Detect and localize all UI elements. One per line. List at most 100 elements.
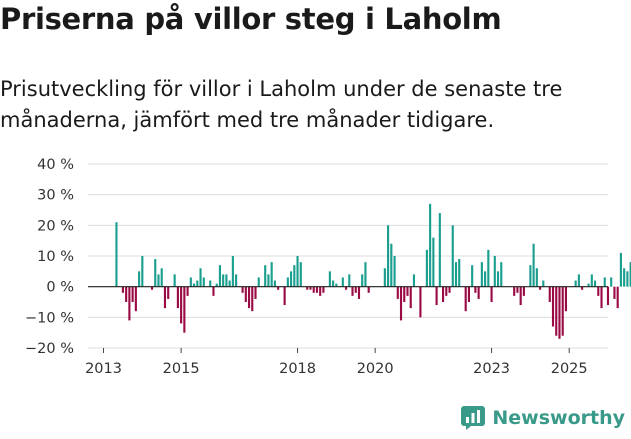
- bar: [532, 243, 535, 287]
- bar: [522, 286, 525, 296]
- bar: [487, 249, 490, 287]
- bar: [581, 286, 584, 290]
- bar: [610, 277, 613, 287]
- bar-chart: −20 % −10 % 0 % 10 % 20 % 30 % 40 % 2013 2015 201…: [25, 157, 631, 377]
- bar: [228, 280, 231, 287]
- bar: [157, 274, 160, 287]
- bar: [296, 256, 299, 287]
- bar: [516, 286, 519, 293]
- y-tick-label: 40 %: [37, 157, 74, 173]
- bar: [387, 225, 390, 287]
- bar: [383, 268, 386, 287]
- bar: [464, 286, 467, 312]
- bar: [432, 237, 435, 287]
- bar: [348, 274, 351, 287]
- bar: [603, 277, 606, 287]
- bar: [244, 286, 247, 302]
- bar: [183, 286, 186, 333]
- bar: [393, 256, 396, 287]
- bar: [458, 259, 461, 287]
- bar: [496, 271, 500, 287]
- bar: [484, 271, 487, 287]
- bar: [399, 286, 403, 321]
- bar: [277, 286, 280, 290]
- bar: [429, 203, 432, 287]
- bar: [577, 274, 580, 287]
- bar: [319, 286, 322, 296]
- bar: [286, 277, 289, 287]
- bar: [629, 262, 631, 287]
- bar: [529, 265, 532, 287]
- bar: [267, 274, 270, 287]
- bar: [257, 277, 260, 287]
- bar: [593, 280, 597, 287]
- bar: [564, 286, 568, 312]
- y-tick-label: 0 %: [46, 280, 74, 296]
- bar: [150, 286, 154, 290]
- newsworthy-brand[interactable]: Newsworthy: [460, 405, 625, 431]
- bar: [186, 286, 189, 296]
- bar: [435, 286, 438, 306]
- bar: [199, 268, 202, 287]
- chart-title: Priserna på villor steg i Laholm: [0, 2, 502, 36]
- bar: [619, 252, 622, 287]
- chart-subtitle: Prisutveckling för villor i Laholm under…: [0, 77, 563, 132]
- bar: [328, 271, 331, 287]
- bar: [555, 286, 558, 336]
- bar: [409, 286, 412, 309]
- y-tick-label: 10 %: [37, 249, 74, 265]
- bar: [315, 286, 319, 293]
- x-tick-label: 2013: [85, 361, 122, 377]
- bar: [283, 286, 286, 306]
- bar: [134, 286, 137, 312]
- bar: [616, 286, 619, 309]
- bar: [202, 277, 205, 287]
- bar: [180, 286, 183, 324]
- bar: [351, 286, 354, 296]
- bar: [306, 286, 309, 290]
- bar: [322, 286, 325, 293]
- bar: [270, 262, 273, 287]
- bar: [561, 286, 564, 336]
- y-tick-label: 20 %: [37, 218, 74, 234]
- bar: [367, 286, 370, 293]
- bar: [176, 286, 179, 309]
- bar: [231, 256, 234, 287]
- bar: [264, 265, 267, 287]
- bar: [154, 259, 157, 287]
- bar: [535, 268, 538, 287]
- bar: [254, 286, 257, 299]
- bar: [222, 274, 225, 287]
- bar: [500, 262, 503, 287]
- bar: [225, 274, 228, 287]
- bar: [312, 286, 315, 293]
- bar: [448, 286, 451, 293]
- bar: [344, 286, 348, 290]
- bar: [441, 286, 445, 302]
- bar: [290, 271, 293, 287]
- bar: [128, 286, 131, 321]
- bar: [235, 274, 238, 287]
- bar: [454, 262, 458, 287]
- bar: [357, 286, 361, 299]
- bar: [623, 268, 626, 287]
- bar: [477, 286, 480, 299]
- bar: [451, 225, 454, 287]
- bar: [490, 286, 493, 302]
- bar: [212, 286, 215, 296]
- bar: [606, 286, 610, 306]
- bar: [173, 274, 176, 287]
- y-tick-label: −10 %: [25, 310, 74, 326]
- bar: [626, 271, 629, 287]
- bar: [196, 280, 199, 287]
- bar: [293, 265, 296, 287]
- bar: [419, 286, 422, 318]
- bar: [251, 286, 254, 312]
- bar: [542, 280, 545, 287]
- bar: [412, 274, 416, 287]
- bar: [115, 222, 118, 287]
- bar: [364, 262, 367, 287]
- bar: [587, 283, 590, 287]
- bar: [519, 286, 522, 306]
- bar: [273, 280, 276, 287]
